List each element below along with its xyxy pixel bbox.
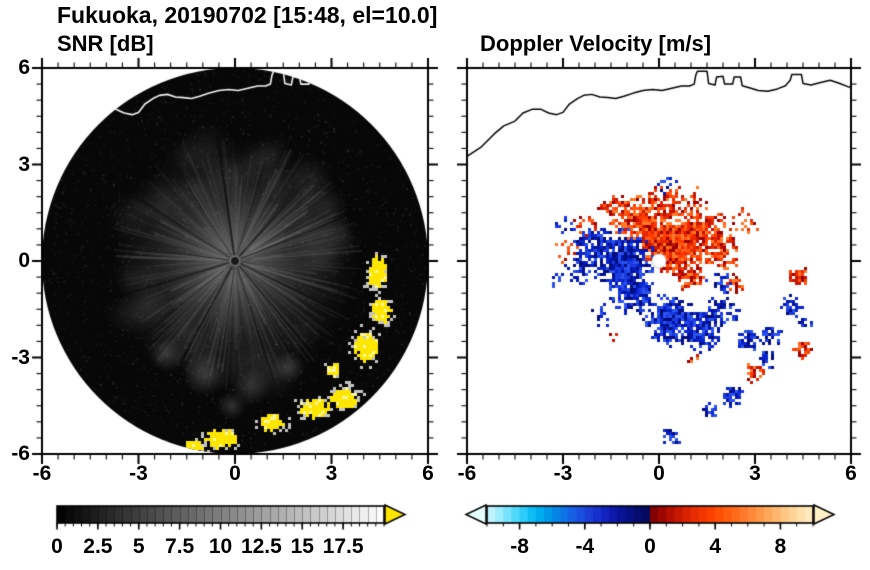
doppler-panel-title: Doppler Velocity [m/s]: [480, 31, 712, 56]
snr-panel-title: SNR [dB]: [57, 31, 154, 56]
figure-title: Fukuoka, 20190702 [15:48, el=10.0]: [57, 2, 438, 28]
